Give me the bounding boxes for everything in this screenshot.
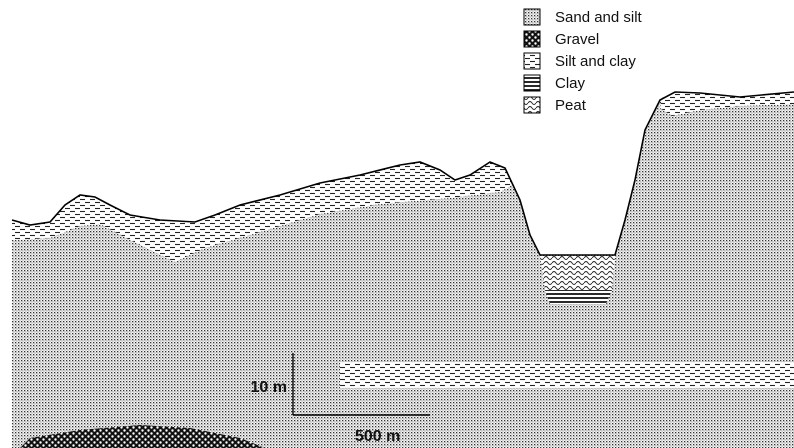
scale-horizontal-label: 500 m	[355, 428, 400, 445]
legend-swatch	[524, 53, 540, 69]
scale-vertical-label: 10 m	[251, 379, 287, 396]
legend-label: Silt and clay	[555, 53, 636, 70]
page: {"legend": {"items": [ {"label": "Sand a…	[0, 0, 794, 448]
legend-swatch	[524, 31, 540, 47]
legend-label: Sand and silt	[555, 9, 643, 26]
silt-clay-lens	[340, 362, 794, 388]
legend-label: Gravel	[555, 31, 599, 48]
peat-fill	[540, 256, 615, 290]
legend-swatch	[524, 97, 540, 113]
legend-swatch	[524, 9, 540, 25]
clay-fill	[545, 290, 612, 304]
legend-label: Clay	[555, 75, 586, 92]
legend-label: Peat	[555, 97, 587, 114]
cross-section: 10 m 500 m Sand and silt Gravel Silt and…	[0, 0, 794, 448]
legend-swatch	[524, 75, 540, 91]
sand-layer	[12, 92, 794, 448]
legend: Sand and silt Gravel Silt and clay Clay …	[524, 9, 643, 114]
